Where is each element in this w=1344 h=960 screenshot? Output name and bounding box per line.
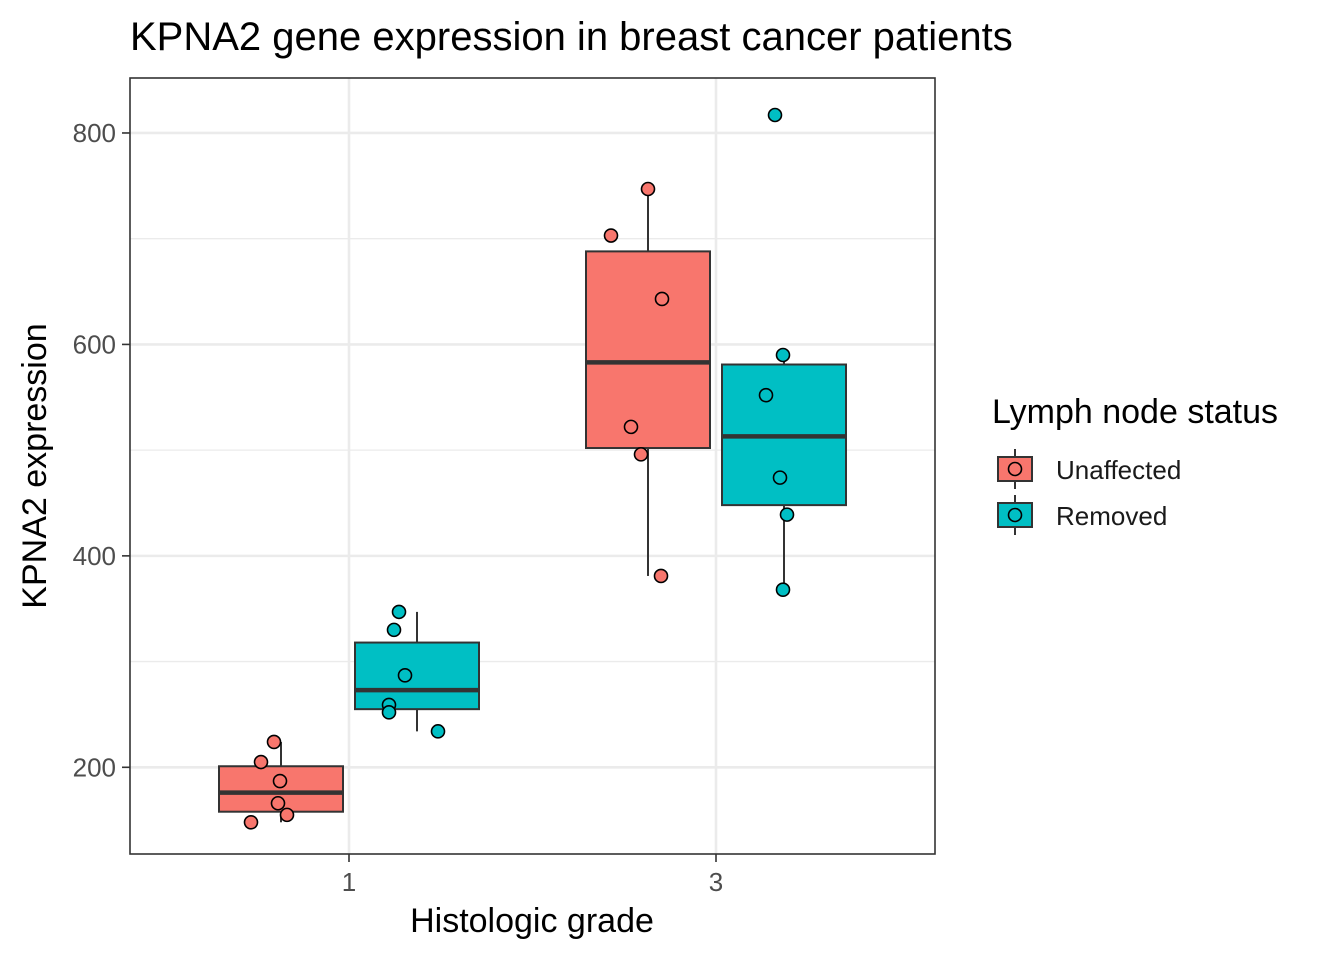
data-point <box>386 622 402 638</box>
data-point <box>266 734 282 750</box>
x-tick-label: 3 <box>709 867 723 897</box>
data-point <box>279 807 295 823</box>
legend-label-removed: Removed <box>1056 501 1167 531</box>
data-point <box>772 470 788 485</box>
data-point <box>253 754 269 770</box>
legend: Lymph node status Unaffected Removed <box>992 393 1278 535</box>
legend-key-point <box>1007 507 1023 523</box>
legend-title: Lymph node status <box>992 393 1278 431</box>
data-point <box>633 447 649 462</box>
y-tick-label: 200 <box>73 752 116 782</box>
data-point <box>758 387 774 403</box>
data-point <box>430 724 446 739</box>
box-removed-grade-1 <box>354 641 480 711</box>
chart-title: KPNA2 gene expression in breast cancer p… <box>130 15 1013 59</box>
x-tick-label: 1 <box>342 867 356 897</box>
data-point <box>603 228 619 243</box>
data-point <box>640 181 656 197</box>
y-tick-label: 800 <box>73 118 116 148</box>
y-tick-label: 600 <box>73 329 116 359</box>
legend-label-unaffected: Unaffected <box>1056 455 1181 485</box>
data-point <box>623 419 639 435</box>
data-point <box>654 291 670 307</box>
plot-border <box>129 77 936 855</box>
data-point <box>779 507 795 522</box>
box-unaffected-grade-3 <box>585 250 711 450</box>
data-point <box>775 347 791 363</box>
data-point <box>272 773 288 789</box>
data-point <box>270 795 286 811</box>
data-point <box>767 107 783 123</box>
data-point <box>397 668 413 683</box>
y-axis-title: KPNA2 expression <box>16 323 54 608</box>
data-point <box>653 568 669 584</box>
plot-area: 200 400 600 800 1 3 <box>73 77 936 897</box>
data-point <box>243 814 259 830</box>
y-tick-label: 400 <box>73 541 116 571</box>
legend-key-point <box>1007 461 1023 477</box>
data-point <box>775 582 791 597</box>
data-point <box>381 705 397 720</box>
x-axis-title: Histologic grade <box>410 902 654 940</box>
data-point <box>391 604 407 620</box>
